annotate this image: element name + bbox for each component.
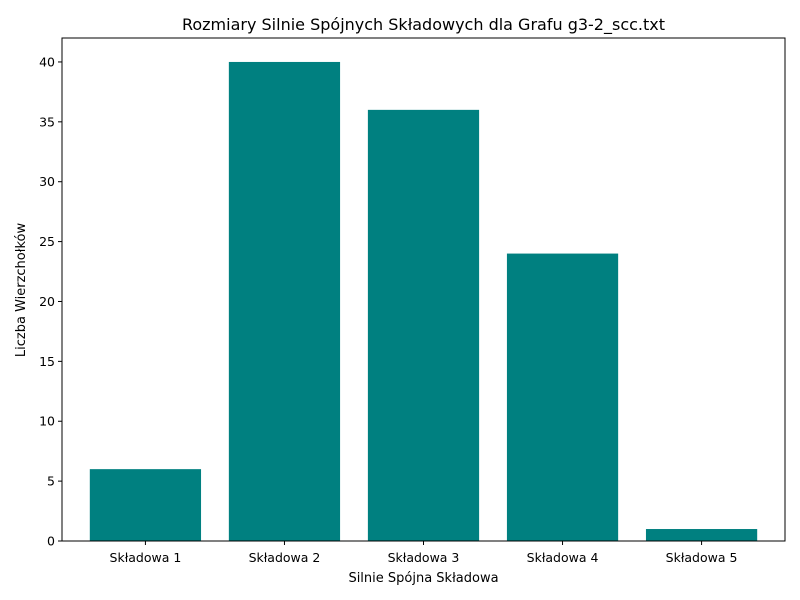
x-tick-label: Składowa 5 [666,550,738,565]
y-tick-label: 25 [39,234,55,249]
y-tick-label: 10 [39,414,55,429]
y-tick-label: 5 [47,474,55,489]
y-tick-label: 40 [39,54,55,69]
bar [645,529,758,541]
plot-area: 0 5 10 15 20 25 30 35 40 Składowa 1 Składowa 2 Skła… [39,37,786,565]
y-tick-label: 30 [39,174,55,189]
y-tick-label: 0 [47,534,55,549]
y-axis-label: Liczba Wierzchołków [14,223,29,358]
x-tick-label: Składowa 4 [527,550,599,565]
x-tick-label: Składowa 2 [249,550,321,565]
x-tick-label: Składowa 3 [388,550,460,565]
y-tick-label: 35 [39,114,55,129]
y-tick-label: 15 [39,354,55,369]
x-axis-label: Silnie Spójna Składowa [348,571,498,586]
chart-title: Rozmiary Silnie Spójnych Składowych dla … [182,15,665,35]
bar [228,61,341,541]
bar [506,253,619,542]
y-tick-label: 20 [39,294,55,309]
bar [367,109,480,541]
bar [89,469,202,541]
x-tick-label: Składowa 1 [110,550,182,565]
